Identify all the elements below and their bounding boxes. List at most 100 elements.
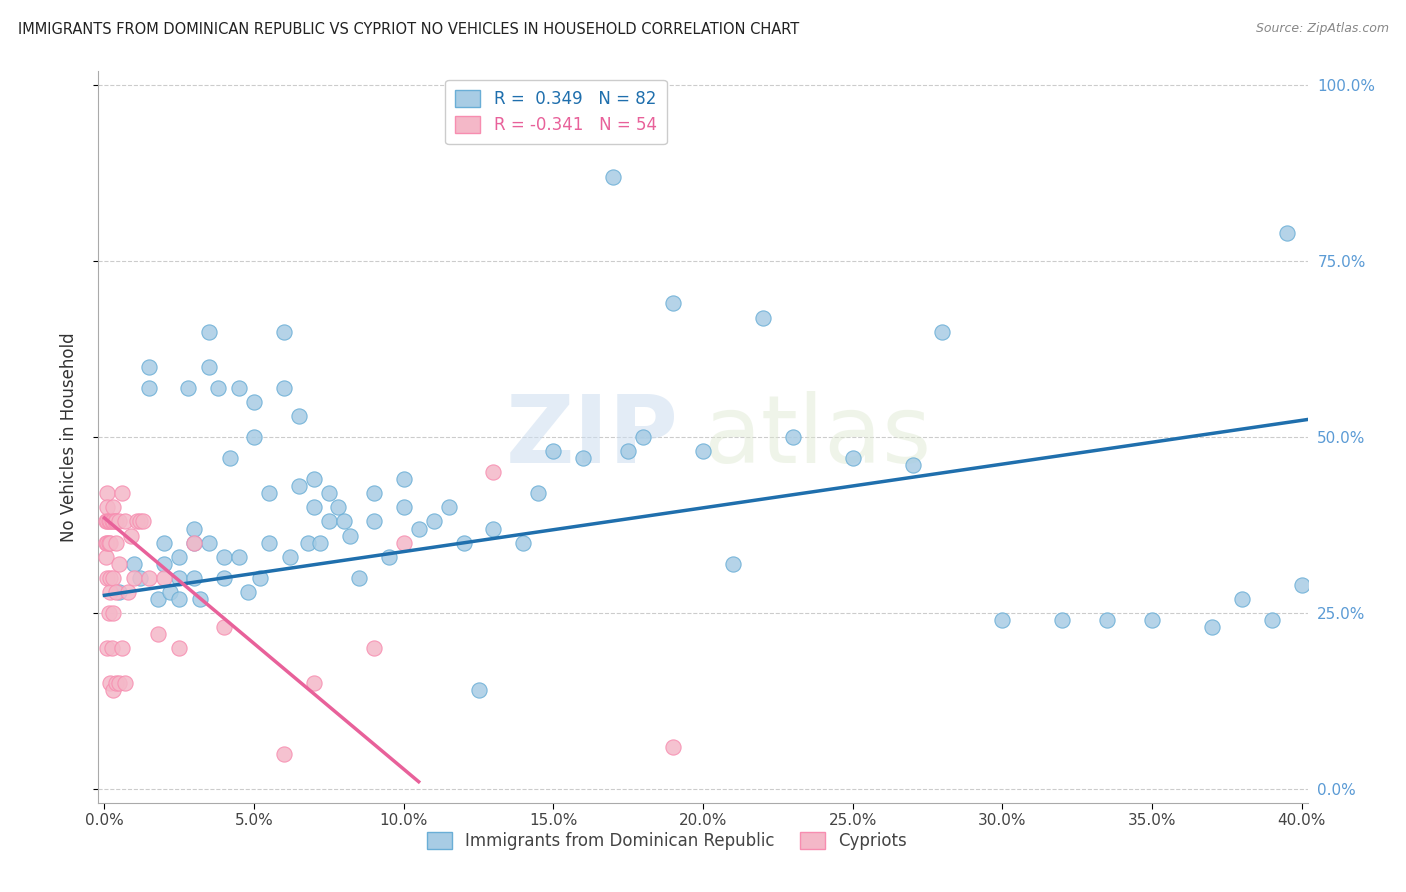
Point [482,465,505,479]
Point [117,584,139,599]
Point [198,535,221,549]
Point [138,571,160,585]
Point [108,676,131,690]
Point [236,584,259,599]
Point [183,521,205,535]
Point [309,535,332,549]
Point [120,528,142,542]
Point [103,606,125,620]
Point [138,359,160,374]
Point [114,676,136,690]
Point [363,515,385,529]
Point [101,515,124,529]
Point [318,486,340,500]
Point [347,571,370,585]
Point [105,676,128,690]
Point [273,325,295,339]
Point [97,535,120,549]
Point [572,451,595,466]
Point [97,515,120,529]
Point [94,549,117,564]
Point [167,641,190,656]
Point [105,515,128,529]
Point [662,739,685,754]
Point [543,444,565,458]
Point [97,606,120,620]
Point [1260,613,1282,627]
Point [467,683,489,698]
Point [100,584,122,599]
Point [96,515,118,529]
Point [108,557,131,571]
Point [94,535,117,549]
Point [1291,578,1313,592]
Point [103,500,125,515]
Point [278,549,301,564]
Point [153,571,176,585]
Point [453,535,475,549]
Point [105,535,128,549]
Point [617,444,640,458]
Point [228,549,250,564]
Point [901,458,924,473]
Point [198,325,221,339]
Point [602,169,624,184]
Point [273,747,295,761]
Point [132,515,155,529]
Point [94,515,117,529]
Point [212,620,235,634]
Point [212,549,235,564]
Point [1095,613,1118,627]
Point [103,515,125,529]
Point [363,486,385,500]
Point [326,500,349,515]
Point [228,381,250,395]
Point [692,444,714,458]
Point [188,591,211,606]
Point [1201,620,1223,634]
Point [392,472,415,486]
Point [148,591,170,606]
Point [841,451,863,466]
Point [631,430,654,444]
Point [124,557,146,571]
Point [288,479,311,493]
Point [96,500,118,515]
Point [302,500,325,515]
Point [207,381,229,395]
Point [257,535,280,549]
Point [318,515,340,529]
Text: ZIP: ZIP [506,391,679,483]
Legend: Immigrants from Dominican Republic, Cypriots: Immigrants from Dominican Republic, Cypr… [420,825,914,856]
Point [392,535,415,549]
Point [183,535,205,549]
Point [104,515,127,529]
Point [127,515,149,529]
Point [114,515,136,529]
Point [212,571,235,585]
Point [96,535,118,549]
Point [183,535,205,549]
Point [148,627,170,641]
Point [243,395,266,409]
Point [437,500,460,515]
Point [153,557,176,571]
Y-axis label: No Vehicles in Household: No Vehicles in Household [59,332,77,542]
Point [288,409,311,423]
Point [111,486,134,500]
Point [100,571,122,585]
Point [339,528,361,542]
Point [782,430,804,444]
Point [96,641,118,656]
Point [183,571,205,585]
Point [101,641,124,656]
Point [752,310,775,325]
Point [408,521,430,535]
Point [159,584,181,599]
Point [1050,613,1073,627]
Point [363,641,385,656]
Point [129,571,152,585]
Point [100,535,122,549]
Point [138,381,160,395]
Point [1275,226,1298,240]
